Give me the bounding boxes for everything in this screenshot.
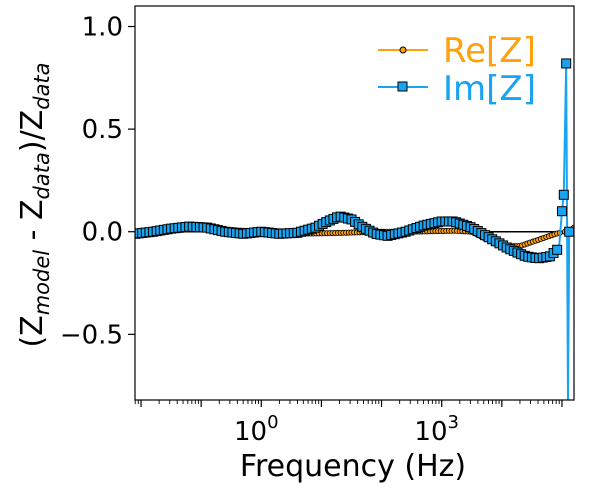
x-tick-label: 103 bbox=[414, 412, 459, 447]
x-axis-label: Frequency (Hz) bbox=[240, 449, 466, 484]
y-tick-label: 1.0 bbox=[82, 13, 123, 43]
plot-area bbox=[135, 58, 574, 400]
plot-content bbox=[135, 58, 574, 400]
y-tick-label: −0.5 bbox=[60, 320, 123, 350]
plot-frame bbox=[134, 5, 575, 401]
x-tick-label: 100 bbox=[234, 412, 279, 447]
data-point-im bbox=[556, 206, 567, 217]
legend: Re[Z] Im[Z] bbox=[378, 31, 536, 109]
y-tick-label: 0.5 bbox=[82, 115, 123, 145]
legend-label-re: Re[Z] bbox=[443, 31, 536, 71]
data-point-im bbox=[552, 244, 563, 255]
legend-marker-im bbox=[397, 81, 408, 92]
data-point-im bbox=[564, 226, 574, 237]
axes bbox=[134, 5, 575, 401]
legend-label-im: Im[Z] bbox=[443, 69, 536, 109]
y-tick-label: 0.0 bbox=[82, 218, 123, 248]
axis-ticks: −0.5 0.0 0.5 1.0 100 103 bbox=[60, 13, 563, 447]
legend-marker-re bbox=[399, 46, 407, 54]
data-point-im bbox=[561, 58, 572, 69]
series-markers-im bbox=[135, 58, 574, 264]
data-point-im bbox=[558, 189, 569, 200]
y-axis-label: (Zmodel - Zdata)/Zdata bbox=[15, 62, 54, 347]
